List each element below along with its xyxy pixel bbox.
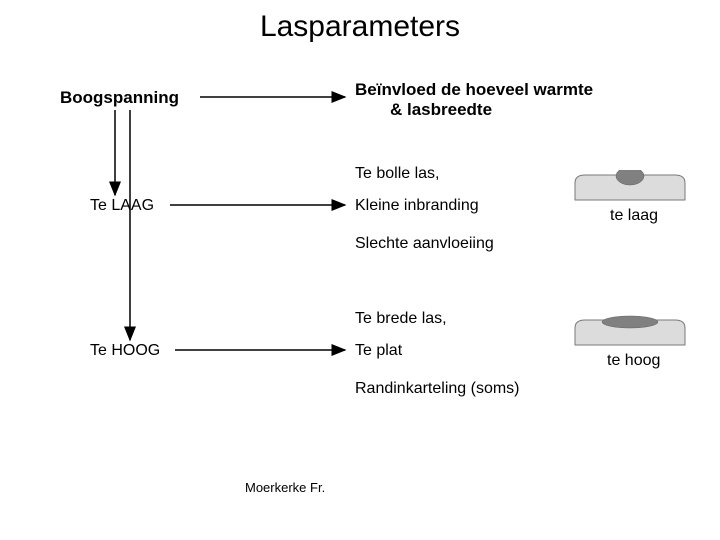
weld-diagram-te-laag <box>570 170 690 210</box>
weld-bead-plat <box>602 316 658 328</box>
arrows-layer <box>0 0 720 540</box>
weld-diagram-te-hoog <box>570 315 690 355</box>
